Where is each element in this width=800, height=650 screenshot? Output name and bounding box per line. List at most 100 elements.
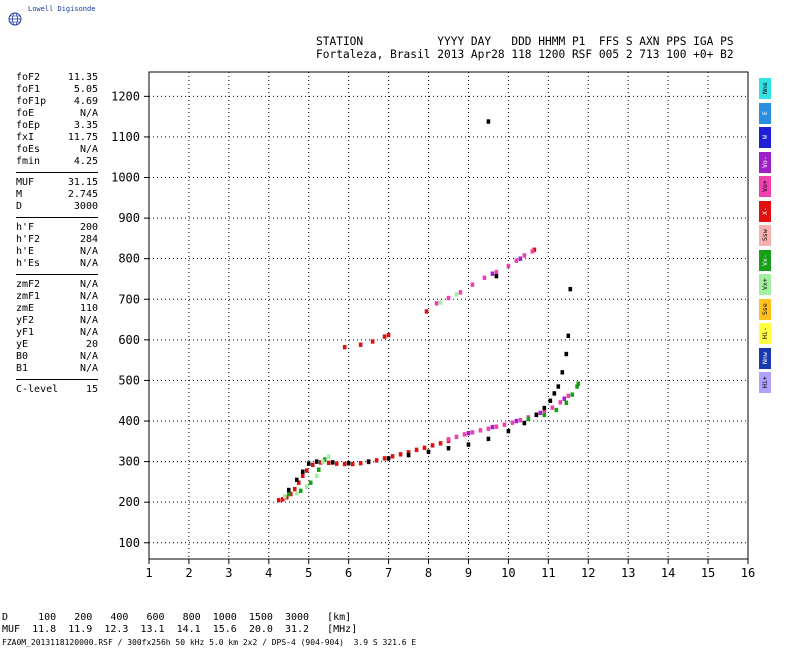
footer-distance-row: D 100 200 400 600 800 1000 1500 3000 [km… bbox=[2, 612, 352, 623]
x-tick-label: 10 bbox=[501, 566, 515, 580]
param-name: foF1 bbox=[16, 84, 41, 95]
legend-item-x-: X- bbox=[759, 200, 771, 222]
data-point bbox=[556, 384, 561, 389]
param-separator bbox=[16, 168, 98, 173]
data-point bbox=[454, 292, 459, 297]
legend-item-ssw: Ssw bbox=[759, 225, 771, 246]
data-point bbox=[470, 430, 475, 435]
data-point bbox=[542, 412, 547, 418]
param-name: h'F2 bbox=[16, 234, 41, 245]
y-tick-label: 200 bbox=[118, 495, 140, 509]
plot-frame bbox=[148, 71, 749, 560]
x-tick-label: 3 bbox=[225, 566, 232, 580]
data-point bbox=[490, 424, 495, 430]
data-point bbox=[575, 384, 579, 389]
legend-item-e: E bbox=[759, 102, 771, 124]
scaled-parameters: foF2 11.35 foF1 5.05 foF1p 4.69 foE N/A foEp 3.35… bbox=[16, 72, 98, 396]
data-point bbox=[292, 486, 297, 492]
data-point bbox=[434, 301, 439, 306]
y-tick-label: 1200 bbox=[111, 89, 140, 103]
data-point bbox=[486, 436, 491, 442]
data-point bbox=[406, 450, 411, 455]
data-point bbox=[370, 339, 375, 344]
data-point bbox=[510, 420, 515, 425]
data-point bbox=[276, 497, 281, 503]
data-point bbox=[358, 342, 363, 347]
data-point bbox=[300, 469, 305, 474]
param-row: foEp 3.35 bbox=[16, 120, 98, 132]
data-point bbox=[282, 494, 287, 499]
legend-item-vx-: Vx- bbox=[759, 249, 771, 271]
data-point bbox=[486, 426, 491, 431]
param-row: h'Es N/A bbox=[16, 258, 98, 270]
x-tick-label: 14 bbox=[661, 566, 675, 580]
data-point bbox=[438, 441, 443, 446]
data-point bbox=[326, 454, 331, 459]
x-tick-label: 1 bbox=[145, 566, 152, 580]
param-separator bbox=[16, 375, 98, 380]
data-point bbox=[494, 424, 499, 429]
param-value: 110 bbox=[79, 303, 98, 314]
param-value: N/A bbox=[79, 315, 98, 326]
data-point bbox=[422, 445, 427, 451]
data-point bbox=[386, 456, 391, 461]
data-point bbox=[406, 452, 411, 458]
data-point bbox=[522, 253, 527, 258]
data-point bbox=[326, 460, 331, 466]
data-point bbox=[566, 333, 571, 338]
legend-item-hi-: Hi+ bbox=[759, 372, 771, 393]
y-tick-label: 1100 bbox=[111, 130, 140, 144]
data-point bbox=[296, 480, 301, 485]
footer-muf-row: MUF 11.8 11.9 12.3 13.1 14.1 15.6 20.0 3… bbox=[2, 624, 358, 635]
data-point bbox=[530, 249, 535, 254]
x-tick-label: 13 bbox=[621, 566, 635, 580]
y-tick-label: 500 bbox=[118, 373, 140, 387]
data-point bbox=[398, 452, 403, 457]
footer-file-info: FZA0M_2013118120000.RSF / 300fx256h 50 k… bbox=[2, 638, 417, 647]
x-tick-label: 5 bbox=[305, 566, 312, 580]
y-tick-label: 100 bbox=[118, 536, 140, 550]
param-row: zmE 110 bbox=[16, 303, 98, 315]
legend-item-nne: Nne bbox=[759, 78, 771, 99]
data-point bbox=[462, 432, 467, 437]
legend-item-w: W bbox=[759, 127, 771, 148]
param-name: B1 bbox=[16, 363, 29, 374]
param-row: C-level 15 bbox=[16, 384, 98, 396]
data-point bbox=[390, 454, 395, 459]
param-name: h'F bbox=[16, 222, 35, 233]
param-value: 11.75 bbox=[67, 132, 98, 143]
data-point bbox=[288, 491, 293, 497]
y-tick-label: 300 bbox=[118, 455, 140, 469]
data-point bbox=[506, 263, 511, 269]
param-row: h'E N/A bbox=[16, 246, 98, 258]
param-value: N/A bbox=[79, 144, 98, 155]
param-name: fmin bbox=[16, 156, 41, 167]
data-point bbox=[280, 497, 285, 502]
data-point bbox=[382, 334, 387, 339]
param-value: N/A bbox=[79, 351, 98, 362]
brand-name: Lowell Digisonde bbox=[28, 5, 96, 13]
x-tick-label: 7 bbox=[385, 566, 392, 580]
param-row: zmF2 N/A bbox=[16, 279, 98, 291]
data-point bbox=[522, 420, 527, 426]
param-name: yF2 bbox=[16, 315, 35, 326]
data-point bbox=[310, 462, 315, 468]
data-point bbox=[304, 484, 309, 489]
param-value: N/A bbox=[79, 363, 98, 374]
data-point bbox=[308, 480, 313, 485]
param-row: B1 N/A bbox=[16, 363, 98, 375]
x-tick-label: 9 bbox=[465, 566, 472, 580]
param-name: yE bbox=[16, 339, 29, 350]
param-row: D 3000 bbox=[16, 201, 98, 213]
y-tick-label: 400 bbox=[118, 414, 140, 428]
data-point bbox=[446, 437, 451, 442]
y-tick-label: 900 bbox=[118, 211, 140, 225]
x-tick-label: 2 bbox=[185, 566, 192, 580]
data-point bbox=[342, 461, 347, 467]
param-value: 2.745 bbox=[67, 189, 98, 200]
x-tick-label: 15 bbox=[701, 566, 715, 580]
param-value: N/A bbox=[79, 327, 98, 338]
param-name: yF1 bbox=[16, 327, 35, 338]
param-value: N/A bbox=[79, 291, 98, 302]
data-point bbox=[552, 391, 557, 396]
